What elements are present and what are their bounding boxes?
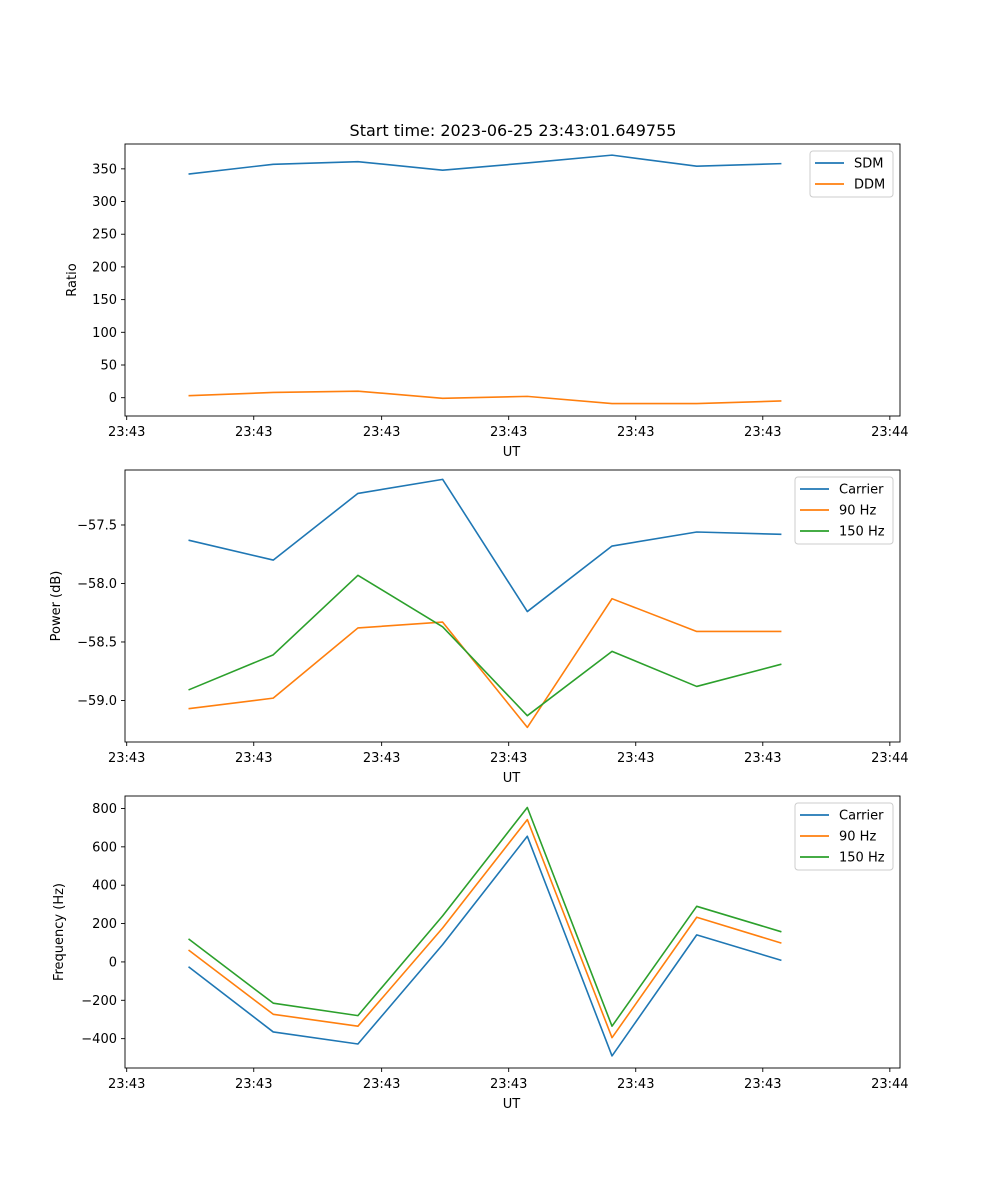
series-line-90-hz [188,818,782,1039]
legend: Carrier 90 Hz 150 Hz [794,802,894,871]
series-line-150-hz [188,574,782,717]
x-axis-label: UT [503,1097,521,1112]
y-tick-label: 0 [109,391,117,406]
y-tick-label: −58.0 [77,577,117,592]
axes-frame [124,143,901,417]
y-tick-label: 100 [92,326,117,341]
legend: SDM DDM [809,150,894,198]
y-tick-label: 800 [92,802,117,817]
legend-entry-label: SDM [854,157,883,172]
x-tick-label: 23:43 [108,1077,145,1092]
y-tick-label: 600 [92,840,117,855]
y-tick-label: 150 [92,293,117,308]
legend-entry-label: Carrier [839,809,884,824]
y-tick-label: −400 [81,1032,117,1047]
y-tick-label: 250 [92,228,117,243]
y-tick-label: −57.5 [77,518,117,533]
legend: Carrier 90 Hz 150 Hz [794,476,894,545]
y-tick-label: 50 [100,359,117,374]
x-tick-label: 23:43 [363,751,400,766]
subplot-3: 23:43 23:43 23:43 23:43 23:43 23:43 23:44 −400 −… [52,795,909,1112]
x-tick-label: 23:43 [744,751,781,766]
series-line-carrier [188,478,782,613]
x-tick-label: 23:43 [363,1077,400,1092]
y-tick-label: 400 [92,879,117,894]
figure-title: Start time: 2023-06-25 23:43:01.649755 [350,121,677,140]
legend-entry-label: 90 Hz [839,504,876,519]
series-line-ddm [188,390,782,405]
y-tick-label: −59.0 [77,694,117,709]
x-tick-label: 23:43 [744,425,781,440]
legend-box [794,802,894,871]
y-tick-label: 200 [92,260,117,275]
axes-frame [124,469,901,743]
axes-frame [124,795,901,1069]
legend-entry-label: 150 Hz [839,525,885,540]
x-tick-label: 23:43 [363,425,400,440]
x-tick-label: 23:43 [617,1077,654,1092]
legend-entry-label: 90 Hz [839,830,876,845]
x-tick-label: 23:43 [235,751,272,766]
series-line-sdm [188,154,782,175]
x-axis-label: UT [503,445,521,460]
x-tick-label: 23:43 [490,1077,527,1092]
series-line-carrier [188,835,782,1057]
y-axis-label: Frequency (Hz) [52,883,67,981]
x-tick-label: 23:43 [617,751,654,766]
y-axis-label: Power (dB) [49,571,64,642]
legend-entry-label: DDM [854,178,885,193]
x-tick-label: 23:43 [490,751,527,766]
x-axis-label: UT [503,771,521,786]
x-tick-label: 23:43 [108,751,145,766]
legend-box [794,476,894,545]
x-tick-label: 23:43 [108,425,145,440]
legend-entry-label: Carrier [839,483,884,498]
y-axis-label: Ratio [65,263,80,296]
x-tick-label: 23:43 [235,425,272,440]
y-tick-label: 200 [92,917,117,932]
series-line-150-hz [188,806,782,1027]
x-tick-label: 23:44 [871,425,908,440]
subplot-1: 23:43 23:43 23:43 23:43 23:43 23:43 23:44 0 50 10… [65,143,909,460]
x-tick-label: 23:43 [744,1077,781,1092]
series-line-90-hz [188,597,782,729]
x-tick-label: 23:43 [617,425,654,440]
y-tick-label: 350 [92,162,117,177]
x-tick-label: 23:44 [871,751,908,766]
y-tick-label: 300 [92,195,117,210]
y-tick-label: −200 [81,994,117,1009]
legend-entry-label: 150 Hz [839,851,885,866]
x-tick-label: 23:43 [490,425,527,440]
y-tick-label: −58.5 [77,635,117,650]
y-tick-label: 0 [109,955,117,970]
x-tick-label: 23:43 [235,1077,272,1092]
x-tick-label: 23:44 [871,1077,908,1092]
subplot-2: 23:43 23:43 23:43 23:43 23:43 23:43 23:44 −59.0… [49,469,909,786]
